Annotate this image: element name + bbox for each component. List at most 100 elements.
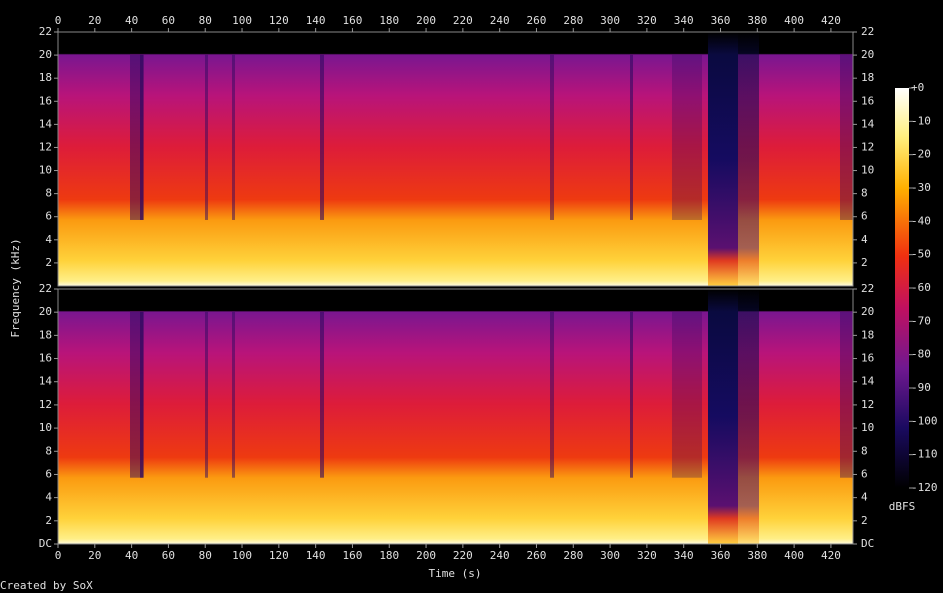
y-tick-label: 10 [861, 164, 874, 177]
spectrogram-stripe [140, 311, 143, 478]
spectrogram-stripe [232, 311, 235, 478]
x-tick-label: 220 [453, 549, 473, 562]
y-tick-label: 16 [39, 352, 52, 365]
spectrogram-stripe [205, 311, 208, 478]
spectrogram-quiet [708, 32, 738, 286]
y-tick-label: 2 [45, 514, 52, 527]
x-tick-label: 300 [600, 549, 620, 562]
x-tick-label: 260 [527, 549, 547, 562]
x-tick-label: 220 [453, 14, 473, 27]
colorbar-tick-label: -60 [911, 281, 931, 294]
y-tick-label: 16 [861, 94, 874, 107]
spectrogram-stripe [672, 311, 702, 478]
y-tick-label: 22 [39, 25, 52, 38]
x-tick-label: 200 [416, 549, 436, 562]
x-tick-label: 120 [269, 549, 289, 562]
plot-frame [57, 31, 854, 287]
spectrogram-stripe [840, 54, 853, 220]
y-tick-label: 10 [39, 164, 52, 177]
x-tick-label: 0 [55, 14, 62, 27]
x-tick-label: 280 [563, 549, 583, 562]
spectrogram-stripe [550, 311, 554, 478]
x-tick-label: 240 [490, 14, 510, 27]
x-tick-label: 80 [199, 14, 212, 27]
colorbar-label: dBFS [889, 500, 916, 513]
y-tick-label: 22 [39, 282, 52, 295]
y-tick-label: 16 [39, 94, 52, 107]
y-tick-label: 12 [861, 398, 874, 411]
y-axis-label: Frequency (kHz) [9, 238, 22, 337]
x-tick-label: 380 [747, 549, 767, 562]
y-tick-label: 22 [861, 282, 874, 295]
y-tick-label: 14 [861, 375, 875, 388]
y-tick-label: 4 [45, 491, 52, 504]
y-tick-label: 20 [861, 305, 874, 318]
y-tick-label: 10 [861, 421, 874, 434]
colorbar-tick-label: -100 [911, 414, 938, 427]
spectrogram-stripe [840, 311, 853, 478]
x-tick-label: 420 [821, 549, 841, 562]
spectrogram-stripe [140, 54, 143, 220]
spectrogram-stripe [630, 54, 633, 220]
x-tick-label: 360 [711, 549, 731, 562]
spectrogram-quiet [735, 289, 759, 544]
x-tick-label: 340 [674, 549, 694, 562]
x-tick-label: 200 [416, 14, 436, 27]
spectrogram-quiet [735, 32, 759, 286]
x-tick-label: 60 [162, 14, 175, 27]
colorbar-tick-label: +0 [911, 81, 924, 94]
x-tick-label: 240 [490, 549, 510, 562]
spectrogram-stripe [232, 54, 235, 220]
y-tick-label: 18 [39, 328, 52, 341]
x-tick-label: 140 [306, 549, 326, 562]
y-tick-label: 4 [45, 233, 52, 246]
y-tick-label: DC [861, 537, 874, 550]
x-tick-label: 160 [343, 549, 363, 562]
y-tick-label: 18 [39, 71, 52, 84]
y-tick-label: 14 [39, 375, 53, 388]
colorbar-tick-label: -30 [911, 181, 931, 194]
y-tick-label: 12 [39, 140, 52, 153]
colorbar-tick-label: -90 [911, 381, 931, 394]
y-tick-label: 8 [861, 444, 868, 457]
y-tick-label: 14 [39, 117, 53, 130]
x-tick-label: 180 [379, 14, 399, 27]
y-tick-label: 22 [861, 25, 874, 38]
x-tick-label: 320 [637, 549, 657, 562]
spectrogram-stripe [320, 311, 324, 478]
y-tick-label: 12 [861, 140, 874, 153]
y-tick-label: 4 [861, 233, 868, 246]
x-tick-label: 300 [600, 14, 620, 27]
y-tick-label: 14 [861, 117, 875, 130]
x-tick-label: 160 [343, 14, 363, 27]
y-tick-label: 20 [39, 305, 52, 318]
y-tick-label: 16 [861, 352, 874, 365]
x-tick-label: 20 [88, 549, 101, 562]
y-tick-label: 20 [39, 48, 52, 61]
y-tick-label: 6 [45, 210, 52, 223]
colorbar-tick-label: -110 [911, 448, 938, 461]
x-tick-label: 20 [88, 14, 101, 27]
y-tick-label: 18 [861, 328, 874, 341]
x-tick-label: 280 [563, 14, 583, 27]
y-tick-label: 10 [39, 421, 52, 434]
colorbar-tick-label: -50 [911, 248, 931, 261]
x-tick-label: 340 [674, 14, 694, 27]
x-tick-label: 80 [199, 549, 212, 562]
x-tick-label: 400 [784, 14, 804, 27]
y-tick-label: 8 [45, 444, 52, 457]
colorbar-tick-label: -120 [911, 481, 938, 494]
y-tick-label: 2 [861, 256, 868, 269]
x-tick-label: 100 [232, 549, 252, 562]
x-tick-label: 0 [55, 549, 62, 562]
x-tick-label: 40 [125, 14, 138, 27]
plot-frame [57, 288, 854, 545]
y-tick-label: 20 [861, 48, 874, 61]
x-tick-label: 180 [379, 549, 399, 562]
x-tick-label: 140 [306, 14, 326, 27]
x-tick-label: 320 [637, 14, 657, 27]
x-tick-label: 60 [162, 549, 175, 562]
y-tick-label: 6 [861, 210, 868, 223]
y-tick-label: 2 [861, 514, 868, 527]
